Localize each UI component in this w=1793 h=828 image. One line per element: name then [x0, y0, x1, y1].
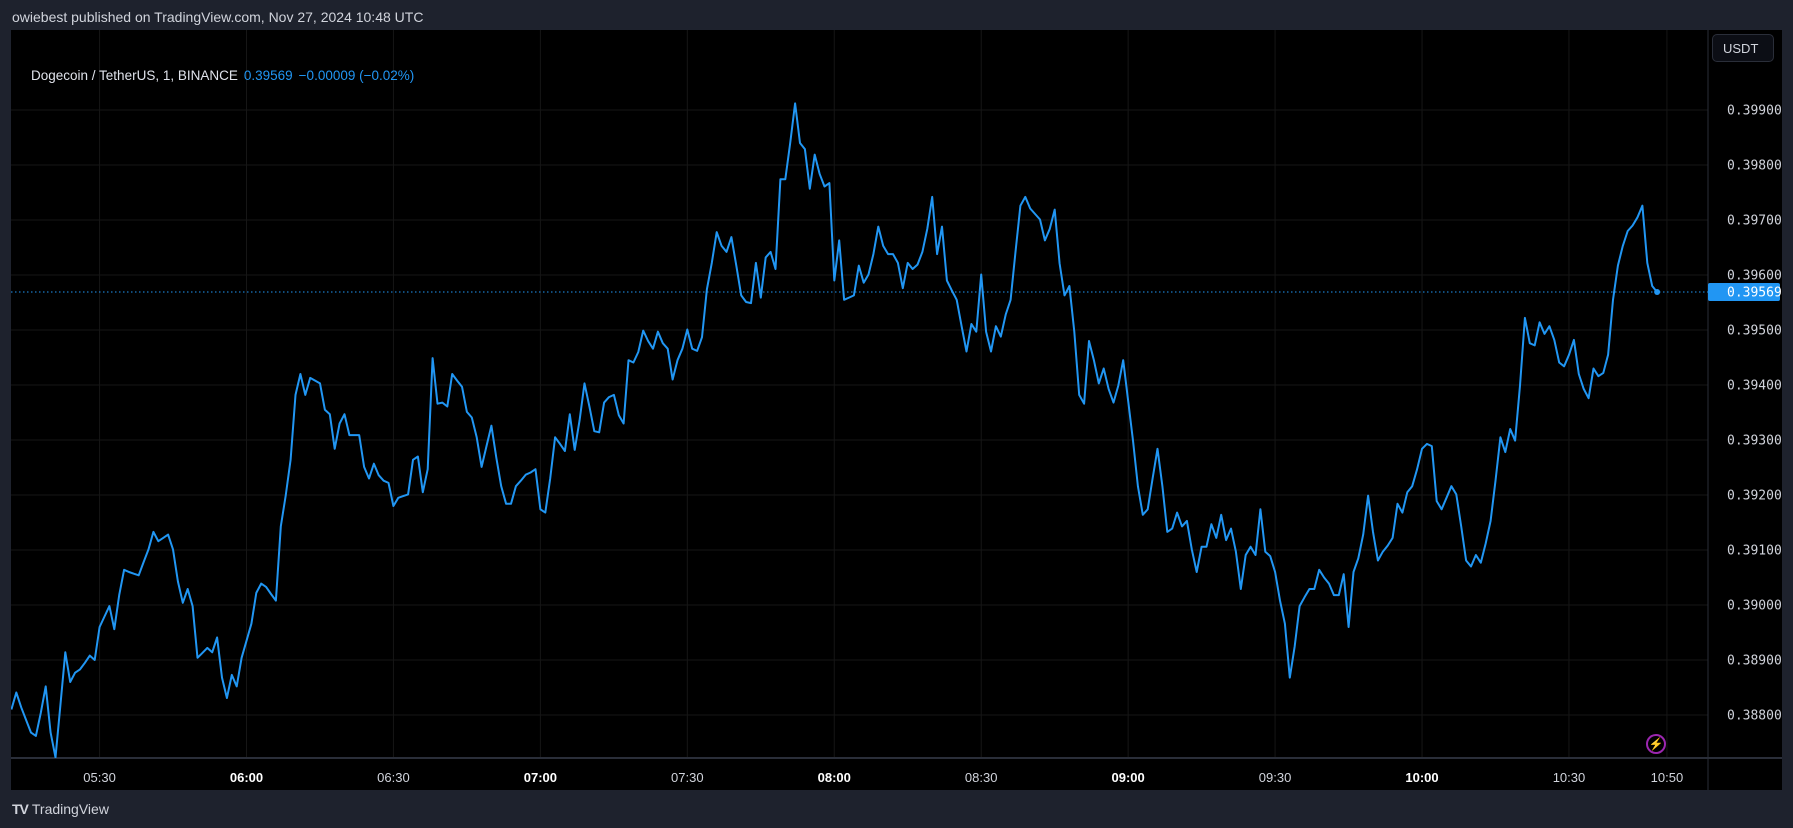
time-tick-label: 08:30 [965, 770, 998, 785]
price-line [11, 102, 1658, 758]
price-tick-label: 0.39100 [1727, 544, 1782, 559]
time-tick-label: 09:30 [1259, 770, 1292, 785]
last-price-badge [1708, 283, 1780, 302]
symbol-name[interactable]: Dogecoin / TetherUS, 1, BINANCE [31, 68, 238, 83]
time-tick-label: 06:30 [377, 770, 410, 785]
last-price-label: 0.39569 [1727, 286, 1782, 301]
footer-brand[interactable]: TV TradingView [12, 798, 109, 820]
lightning-icon[interactable]: ⚡ [1646, 734, 1666, 754]
price-tick-label: 0.38900 [1727, 654, 1782, 669]
tradingview-logo-icon: TV [12, 801, 29, 817]
time-tick-label: 07:00 [524, 770, 557, 785]
price-tick-label: 0.39200 [1727, 489, 1782, 504]
time-tick-label: 05:30 [83, 770, 116, 785]
price-tick-label: 0.39700 [1727, 214, 1782, 229]
currency-button[interactable]: USDT [1712, 34, 1774, 62]
chart-panel[interactable]: 0.38800 0.38900 0.39000 0.39100 0.39200 0.393… [11, 30, 1782, 790]
price-chart[interactable]: 0.38800 0.38900 0.39000 0.39100 0.39200 0.393… [11, 30, 1782, 790]
price-tick-label: 0.38800 [1727, 709, 1782, 724]
price-tick-label: 0.39000 [1727, 599, 1782, 614]
brand-name: TradingView [31, 801, 109, 817]
time-tick-label: 10:00 [1405, 770, 1438, 785]
time-tick-label: 06:00 [230, 770, 263, 785]
price-tick-label: 0.39900 [1727, 104, 1782, 119]
time-tick-label: 08:00 [818, 770, 851, 785]
price-tick-label: 0.39500 [1727, 324, 1782, 339]
last-price-dot [1654, 289, 1661, 296]
time-tick-label: 07:30 [671, 770, 704, 785]
price-change: −0.00009 (−0.02%) [298, 68, 415, 83]
time-tick-label: 09:00 [1112, 770, 1145, 785]
time-tick-label: 10:30 [1553, 770, 1586, 785]
last-price: 0.39569 [243, 68, 293, 83]
symbol-legend: Dogecoin / TetherUS, 1, BINANCE 0.39569 −0… [31, 68, 414, 83]
publish-info: owiebest published on TradingView.com, N… [12, 9, 424, 25]
time-tick-label: 10:50 [1651, 770, 1684, 785]
price-tick-label: 0.39800 [1727, 159, 1782, 174]
price-tick-label: 0.39400 [1727, 379, 1782, 394]
price-tick-label: 0.39300 [1727, 434, 1782, 449]
price-tick-label: 0.39600 [1727, 269, 1782, 284]
